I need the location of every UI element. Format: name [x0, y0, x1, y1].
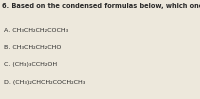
Text: D. (CH₃)₂CHCH₂COCH₂CH₃: D. (CH₃)₂CHCH₂COCH₂CH₃: [4, 80, 85, 85]
Text: A. CH₃CH₂CH₂COCH₃: A. CH₃CH₂CH₂COCH₃: [4, 28, 68, 33]
Text: 6. Based on the condensed formulas below, which one is an aldehyde?: 6. Based on the condensed formulas below…: [2, 3, 200, 9]
Text: B. CH₃CH₂CH₂CHO: B. CH₃CH₂CH₂CHO: [4, 45, 61, 50]
Text: C. (CH₃)₃CCH₂OH: C. (CH₃)₃CCH₂OH: [4, 62, 57, 67]
